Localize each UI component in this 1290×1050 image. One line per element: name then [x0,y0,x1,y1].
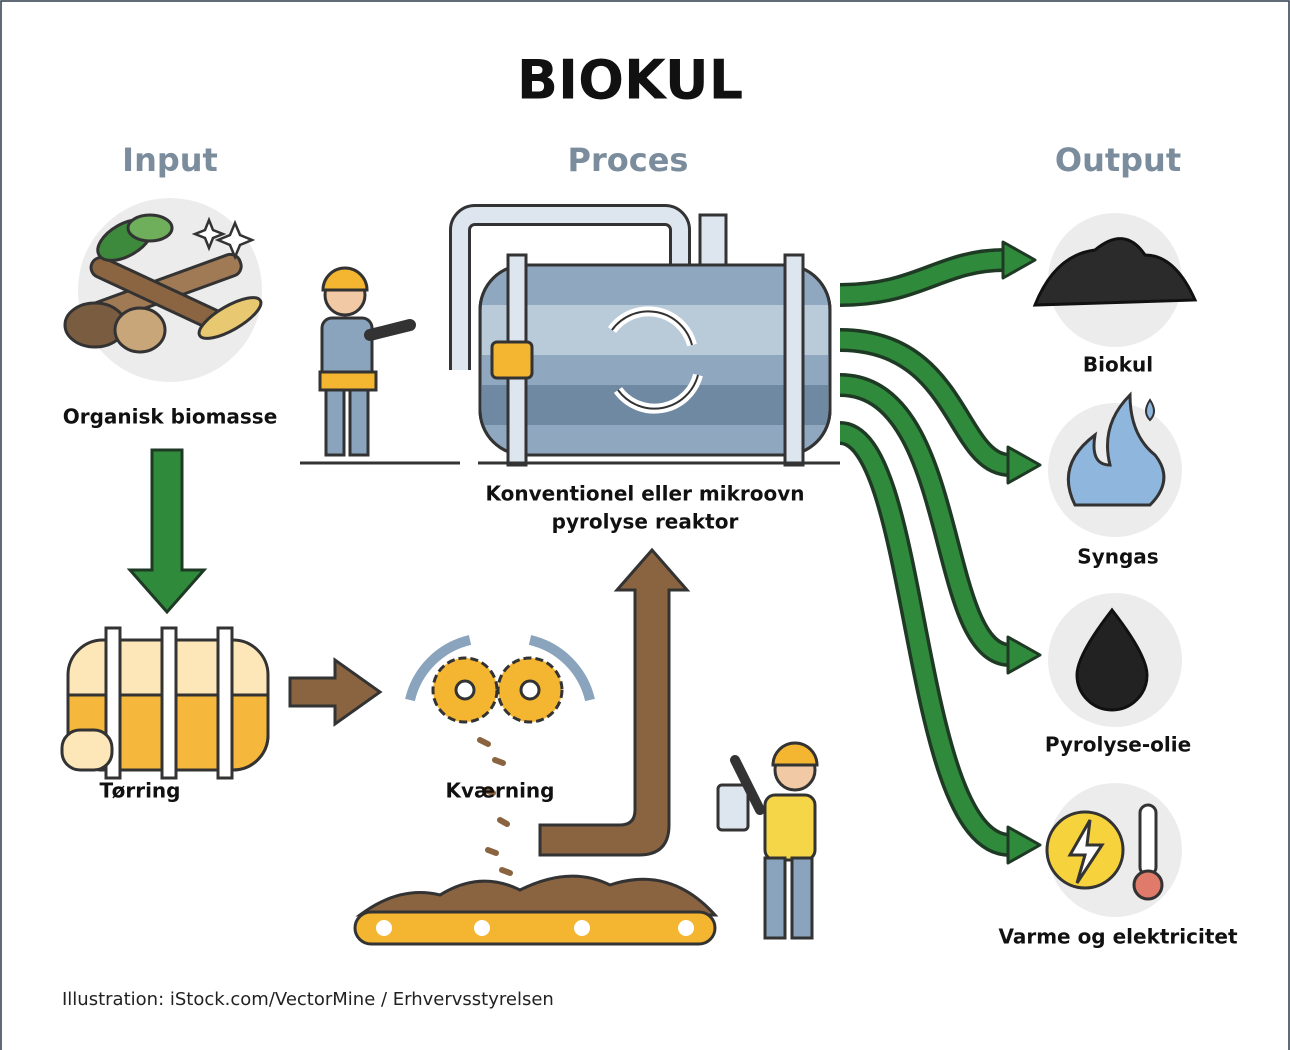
body: BIOKUL Input Proces Output Organisk biom… [0,0,1290,1050]
reactor-icon-part [785,255,803,465]
node-label: Tørring [100,779,181,803]
conveyor-icon-part [474,920,490,936]
column-heading: Input [122,141,218,179]
worker-icon-part [718,785,748,830]
worker-icon-part [765,858,785,938]
worker-icon-part [326,390,344,455]
dryer-icon [62,628,268,778]
biomass-icon-part [115,308,165,352]
output-label: Pyrolyse-olie [1045,733,1191,757]
column-heading: Output [1055,141,1181,179]
grinder-icon-part [521,681,539,699]
oil-icon [1048,593,1182,727]
worker-icon-part [320,372,376,390]
dryer-icon-part [62,730,112,770]
dryer-icon-part [162,628,176,778]
node-label: Organisk biomasse [63,405,278,429]
column-heading: Proces [568,141,689,179]
output-label: Biokul [1083,353,1153,377]
diagram: BIOKUL Input Proces Output Organisk biom… [0,0,1290,1050]
worker-icon-part [765,795,815,860]
reactor-label: Konventionel eller mikroovn [485,482,804,506]
title: BIOKUL [517,49,743,112]
page: Biokul {"title":"BIOKUL", "columns":{"in… [0,0,1290,1050]
energy-icon [1047,783,1182,917]
grinder-icon-part [456,681,474,699]
conveyor-icon-part [376,920,392,936]
energy-icon-part [1140,805,1156,875]
dryer-icon-part [218,628,232,778]
credit: Illustration: iStock.com/VectorMine / Er… [62,989,554,1010]
reactor-label: pyrolyse reaktor [552,510,739,534]
worker-icon-part [350,390,368,455]
reactor-icon-part [700,215,726,270]
output-label: Varme og elektricitet [998,925,1238,949]
conveyor-icon-part [678,920,694,936]
conveyor-icon-part [574,920,590,936]
energy-icon-part [1134,871,1162,899]
biomass-icon-part [128,215,172,241]
node-label: Kværning [445,779,554,803]
syngas-icon-part [1146,400,1154,420]
conveyor-icon-part [355,912,715,944]
reactor-icon-part [492,342,532,378]
output-label: Syngas [1077,545,1158,569]
worker-icon-part [792,858,812,938]
